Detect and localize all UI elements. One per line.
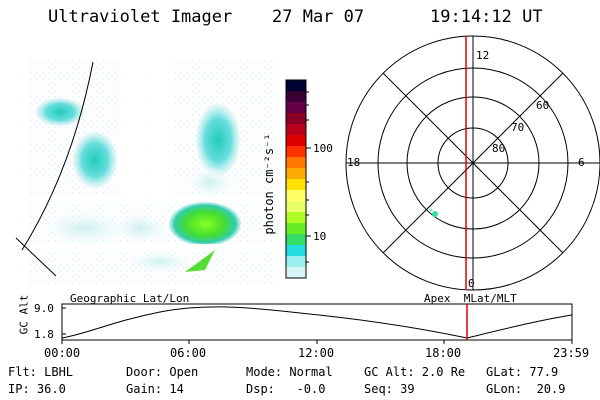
xtick-label: 00:00: [44, 346, 81, 360]
colorbar-segment: [286, 201, 306, 213]
status-door: Door: Open: [126, 365, 199, 379]
status-glat: GLat: 77.9: [486, 365, 559, 379]
terminator-line: [15, 237, 57, 277]
colorbar-segment: [286, 256, 306, 268]
colorbar-segment: [286, 212, 306, 224]
colorbar-segment: [286, 157, 306, 169]
status-gcalt: GC Alt: 2.0 Re: [364, 365, 466, 379]
polar-grid: [345, 35, 600, 291]
colorbar-tick-100: 100: [313, 142, 333, 155]
timeline-right-title: Apex MLat/MLT: [424, 292, 517, 305]
timeline-ymax: 9.0: [34, 302, 54, 315]
xtick-label: 12:00: [298, 346, 335, 360]
aurora-patch: [36, 98, 84, 126]
mlt-label-18: 18: [347, 156, 361, 169]
lat-label-60: 60: [536, 99, 550, 112]
aurora-point: [432, 211, 438, 217]
earth-image: [15, 60, 275, 285]
timeline-ymin: 1.8: [34, 328, 54, 341]
colorbar-segment: [286, 113, 306, 125]
colorbar-segment: [286, 135, 306, 147]
colorbar-segment: [286, 223, 306, 235]
timeline-left-title: Geographic Lat/Lon: [70, 292, 190, 305]
color-bar: [286, 80, 306, 279]
aurora-patch: [185, 250, 215, 272]
timeline-ylabel: GC Alt: [17, 294, 31, 335]
time-label: 19:14:12 UT: [430, 7, 543, 27]
colorbar-tick-10: 10: [313, 230, 327, 243]
status-gain: Gain: 14: [126, 382, 184, 396]
mlt-label-12: 12: [476, 49, 490, 62]
instrument-title: Ultraviolet Imager: [48, 7, 233, 27]
colorbar-segment: [286, 146, 306, 158]
status-glon: GLon: 20.9: [486, 382, 566, 396]
lat-label-70: 70: [511, 121, 525, 134]
aurora-oval: [169, 202, 241, 246]
colorbar-segment: [286, 168, 306, 180]
aurora-patch: [196, 104, 240, 176]
colorbar-segment: [286, 179, 306, 191]
status-seq: Seq: 39: [364, 382, 415, 396]
earth-limb: [21, 61, 94, 251]
colorbar-segment: [286, 267, 306, 279]
mlt-label-0: 0: [468, 277, 475, 290]
timeline-frame: [61, 303, 573, 341]
colorbar-segment: [286, 124, 306, 136]
colorbar-label: photon cm⁻²s⁻¹: [262, 133, 276, 235]
colorbar-segment: [286, 245, 306, 257]
xtick-label: 06:00: [170, 346, 207, 360]
colorbar-segment: [286, 80, 306, 92]
status-ip: IP: 36.0: [8, 382, 66, 396]
colorbar-segment: [286, 234, 306, 246]
status-flt: Flt: LBHL: [8, 365, 74, 379]
aurora-patch: [73, 132, 117, 188]
xtick-label: 23:59: [553, 346, 590, 360]
status-mode: Mode: Normal: [246, 365, 333, 379]
colorbar-segment: [286, 102, 306, 114]
colorbar-segment: [286, 190, 306, 202]
xtick-label: 18:00: [425, 346, 462, 360]
date-label: 27 Mar 07: [272, 7, 365, 27]
mlt-label-6: 6: [578, 156, 585, 169]
colorbar-segment: [286, 91, 306, 103]
lat-label-80: 80: [492, 142, 506, 155]
data-gap: [30, 244, 275, 250]
altitude-curve: [61, 306, 573, 339]
status-dsp: Dsp: -0.0: [246, 382, 326, 396]
